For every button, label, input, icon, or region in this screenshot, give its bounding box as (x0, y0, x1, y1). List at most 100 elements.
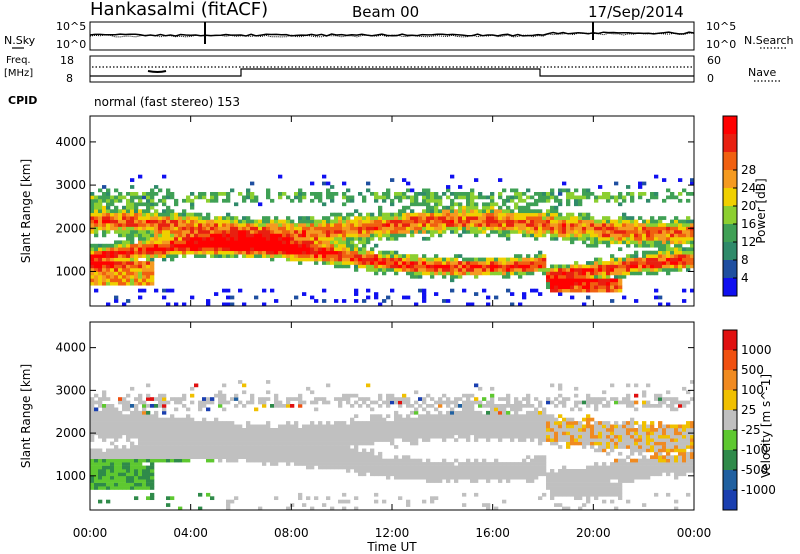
heatmap-cell (498, 410, 503, 415)
heatmap-cell (170, 230, 175, 234)
heatmap-cell (590, 475, 595, 480)
heatmap-cell (114, 458, 119, 463)
heatmap-cell (358, 428, 363, 432)
heatmap-cell (326, 438, 331, 442)
heatmap-cell (210, 247, 215, 252)
heatmap-cell (546, 424, 551, 429)
heatmap-cell (202, 243, 207, 248)
heatmap-cell (474, 233, 479, 238)
heatmap-cell (586, 441, 591, 446)
heatmap-cell (346, 226, 351, 231)
heatmap-cell (270, 247, 275, 252)
heatmap-cell (162, 243, 167, 248)
heatmap-cell (578, 441, 583, 446)
heatmap-cell (494, 434, 499, 439)
heatmap-cell (94, 254, 99, 258)
heatmap-cell (638, 271, 643, 276)
heatmap-cell (270, 428, 275, 432)
heatmap-cell (150, 268, 155, 272)
heatmap-cell (406, 212, 411, 217)
heatmap-cell (306, 250, 311, 255)
heatmap-cell (158, 212, 163, 217)
heatmap-cell (550, 441, 555, 446)
heatmap-cell (346, 195, 351, 200)
heatmap-cell (394, 445, 399, 449)
heatmap-cell (570, 482, 575, 487)
heatmap-cell (210, 223, 215, 227)
heatmap-cell (418, 216, 423, 220)
heatmap-cell (434, 407, 439, 412)
heatmap-cell (202, 451, 207, 456)
heatmap-cell (158, 226, 163, 231)
heatmap-cell (454, 226, 459, 231)
heatmap-cell (406, 438, 411, 442)
heatmap-cell (242, 448, 247, 453)
heatmap-cell (570, 295, 575, 300)
heatmap-cell (582, 417, 587, 422)
heatmap-cell (390, 223, 395, 227)
heatmap-cell (330, 451, 335, 456)
heatmap-cell (210, 250, 215, 255)
heatmap-cell (526, 431, 531, 436)
heatmap-cell (430, 226, 435, 231)
heatmap-cell (406, 503, 411, 507)
heatmap-cell (538, 261, 543, 265)
heatmap-cell (118, 428, 123, 432)
heatmap-cell (518, 400, 523, 405)
heatmap-cell (546, 475, 551, 480)
heatmap-cell (162, 223, 167, 227)
heatmap-cell (110, 250, 115, 255)
heatmap-cell (202, 216, 207, 220)
heatmap-cell (290, 404, 295, 408)
heatmap-cell (134, 216, 139, 220)
heatmap-cell (510, 475, 515, 480)
heatmap-cell (542, 438, 547, 442)
heatmap-cell (574, 268, 579, 272)
heatmap-cell (558, 445, 563, 449)
heatmap-cell (202, 254, 207, 258)
heatmap-cell (218, 431, 223, 436)
heatmap-cell (598, 257, 603, 262)
heatmap-cell (182, 223, 187, 227)
heatmap-cell (578, 219, 583, 224)
heatmap-cell (130, 486, 135, 490)
heatmap-cell (658, 254, 663, 258)
heatmap-cell (438, 223, 443, 227)
heatmap-cell (438, 400, 443, 405)
heatmap-cell (630, 271, 635, 276)
heatmap-cell (390, 400, 395, 405)
heatmap-cell (162, 434, 167, 439)
heatmap-cell (470, 469, 475, 473)
heatmap-cell (362, 233, 367, 238)
heatmap-cell (134, 486, 139, 490)
heatmap-cell (298, 400, 303, 405)
heatmap-cell (170, 233, 175, 238)
heatmap-cell (390, 428, 395, 432)
heatmap-cell (378, 451, 383, 456)
heatmap-cell (590, 479, 595, 483)
heatmap-cell (366, 223, 371, 227)
heatmap-cell (162, 397, 167, 401)
heatmap-cell (330, 240, 335, 245)
heatmap-cell (462, 417, 467, 422)
heatmap-cell (606, 261, 611, 265)
heatmap-cell (458, 202, 463, 207)
heatmap-cell (398, 421, 403, 425)
heatmap-cell (506, 431, 511, 436)
heatmap-cell (326, 434, 331, 439)
heatmap-cell (258, 226, 263, 231)
heatmap-cell (322, 257, 327, 262)
heatmap-cell (290, 247, 295, 252)
heatmap-cell (570, 486, 575, 490)
heatmap-cell (118, 469, 123, 473)
heatmap-cell (514, 261, 519, 265)
heatmap-cell (410, 438, 415, 442)
heatmap-cell (418, 434, 423, 439)
heatmap-cell (222, 434, 227, 439)
heatmap-cell (330, 441, 335, 446)
heatmap-cell (498, 226, 503, 231)
heatmap-cell (586, 492, 591, 497)
heatmap-cell (594, 462, 599, 466)
heatmap-cell (570, 230, 575, 234)
heatmap-cell (566, 482, 571, 487)
